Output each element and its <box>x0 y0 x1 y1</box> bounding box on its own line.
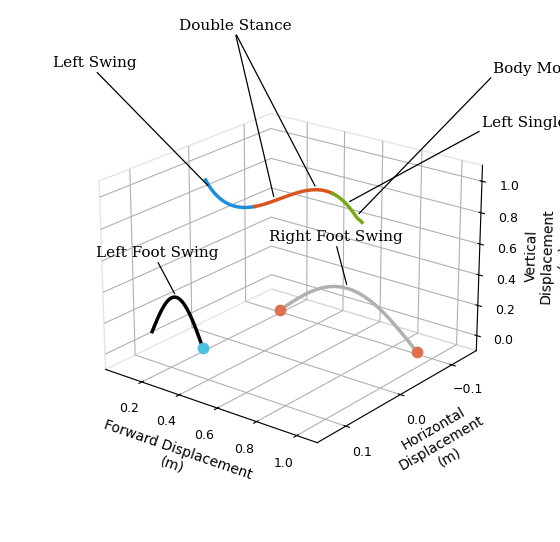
Y-axis label: Horizontal
Displacement
(m): Horizontal Displacement (m) <box>388 398 494 487</box>
Text: Body Motion: Body Motion <box>493 62 560 76</box>
X-axis label: Forward Displacement
(m): Forward Displacement (m) <box>96 417 254 497</box>
Text: Left Single Stance: Left Single Stance <box>482 116 560 130</box>
Text: Left Foot Swing: Left Foot Swing <box>96 246 218 260</box>
Text: Double Stance: Double Stance <box>179 18 292 33</box>
Text: Right Foot Swing: Right Foot Swing <box>269 230 403 244</box>
Text: Left Swing: Left Swing <box>53 56 137 70</box>
